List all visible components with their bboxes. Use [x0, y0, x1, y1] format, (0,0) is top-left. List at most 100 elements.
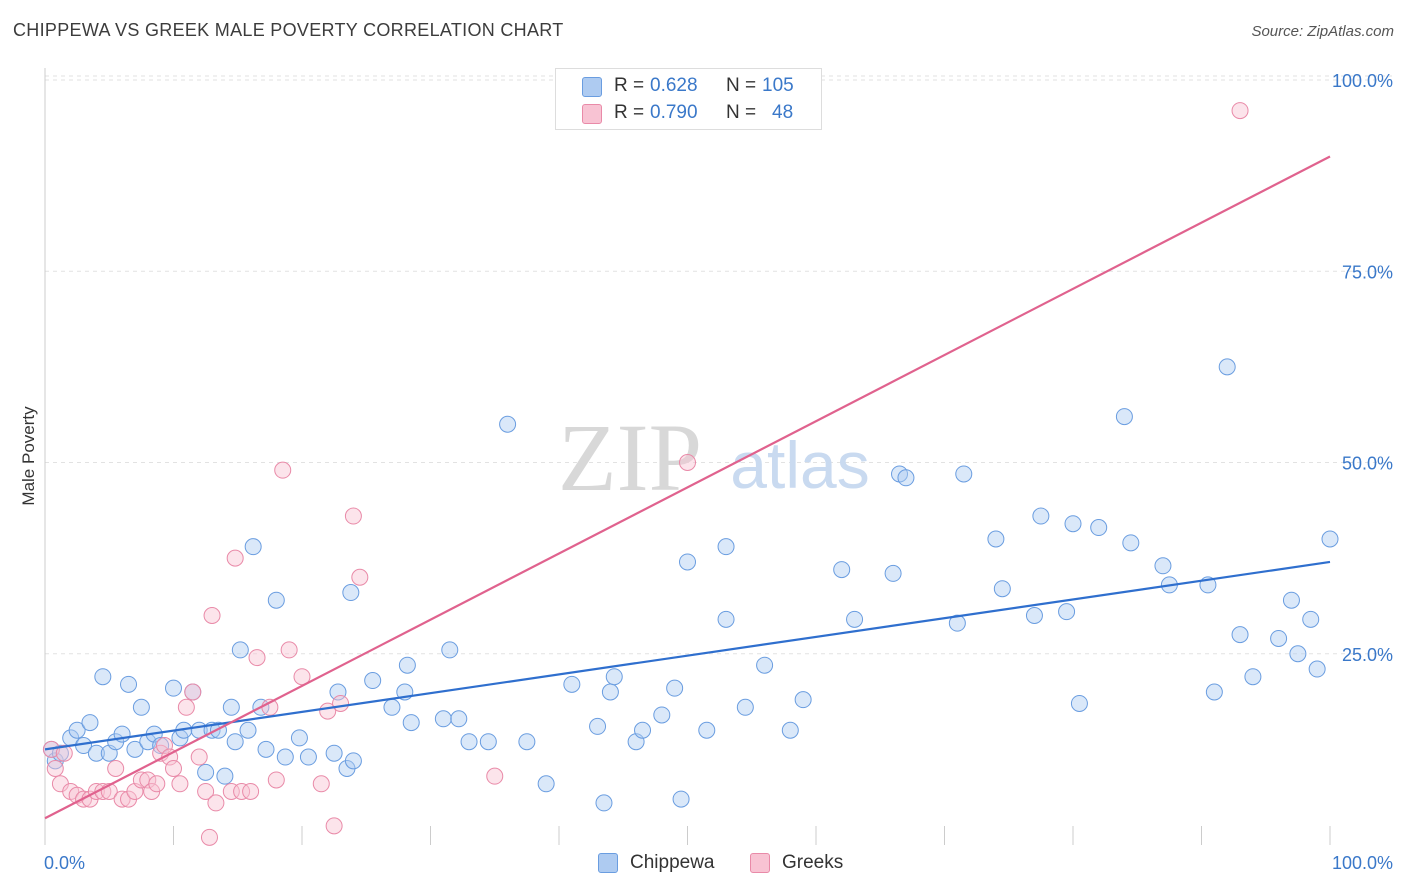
chippewa-point	[948, 614, 966, 632]
greeks-point	[226, 549, 244, 567]
chippewa-point	[276, 748, 294, 766]
watermark-atlas: atlas	[730, 428, 869, 502]
chippewa-point	[1282, 591, 1300, 609]
legend: Chippewa Greeks	[0, 852, 1406, 878]
chippewa-point	[794, 691, 812, 709]
chippewa-point	[383, 698, 401, 716]
stats-legend-box: R = 0.628 N = 105 R = 0.790 N = 48	[555, 68, 822, 130]
chippewa-point	[1231, 626, 1249, 644]
chippewa-point	[653, 706, 671, 724]
watermark-zip: ZIP	[558, 404, 702, 511]
greeks-point	[107, 760, 125, 777]
chippewa-swatch	[582, 77, 602, 97]
chippewa-point	[1321, 530, 1339, 548]
chippewa-point	[563, 675, 581, 693]
chippewa-point	[1058, 603, 1076, 621]
chippewa-point	[402, 714, 420, 732]
x-tick-label: 0.0%	[44, 853, 85, 873]
greeks-point	[139, 771, 157, 789]
greeks-trend-line	[44, 155, 1331, 820]
r-value: 0.790	[650, 102, 698, 123]
chippewa-point	[1154, 557, 1172, 575]
stats-row-chippewa: R = 0.628 N = 105	[556, 75, 821, 99]
greeks-point	[200, 828, 218, 846]
chippewa-point	[165, 679, 182, 697]
chippewa-point	[81, 714, 99, 732]
chippewa-point	[87, 744, 105, 762]
grid-layer	[45, 75, 1392, 655]
chippewa-point	[398, 656, 416, 674]
greeks-point	[248, 649, 266, 667]
greeks-point	[184, 683, 202, 701]
chippewa-point	[1090, 519, 1108, 537]
greeks-point	[113, 790, 131, 808]
chippewa-point	[231, 641, 249, 659]
chippewa-point	[68, 721, 86, 739]
greeks-point	[190, 748, 208, 766]
greeks-legend-swatch	[750, 853, 770, 873]
greeks-point	[233, 782, 251, 800]
chippewa-point	[132, 698, 150, 716]
chippewa-point	[1122, 534, 1140, 552]
chippewa-point	[833, 561, 851, 579]
chippewa-point	[717, 610, 735, 628]
chippewa-point	[897, 469, 915, 487]
chippewa-point	[126, 740, 144, 758]
axes-layer	[44, 68, 1331, 845]
chippewa-point	[736, 698, 754, 716]
x-tick-label: 100.0%	[1332, 853, 1393, 873]
y-tick-label: 25.0%	[1342, 645, 1393, 665]
chippewa-point	[1270, 629, 1288, 647]
chippewa-point	[290, 729, 308, 747]
chippewa-point	[325, 744, 343, 762]
chippewa-point	[1070, 694, 1088, 712]
chippewa-point	[499, 415, 517, 433]
legend-item-greeks[interactable]: Greeks	[750, 852, 843, 874]
chippewa-point	[1302, 610, 1320, 628]
chippewa-point	[634, 721, 652, 739]
trend-layer	[44, 155, 1331, 820]
greeks-point	[197, 782, 215, 800]
greeks-point	[171, 775, 189, 793]
greeks-point	[312, 775, 330, 793]
chippewa-point	[1244, 668, 1262, 686]
greeks-point	[351, 568, 369, 586]
chart-title: CHIPPEWA VS GREEK MALE POVERTY CORRELATI…	[13, 20, 564, 40]
chippewa-point	[993, 580, 1011, 598]
chippewa-point	[120, 675, 138, 693]
stats-row-greeks: R = 0.790 N = 48	[556, 102, 821, 126]
chippewa-point	[226, 733, 244, 751]
chippewa-point	[717, 538, 735, 556]
greeks-point	[1231, 102, 1249, 120]
chippewa-point	[679, 553, 696, 571]
greeks-swatch	[582, 104, 602, 124]
greeks-point	[207, 794, 225, 812]
chippewa-point	[257, 740, 275, 758]
chippewa-point	[1308, 660, 1326, 678]
greeks-point	[222, 782, 240, 800]
chippewa-point	[781, 721, 799, 739]
chippewa-point	[344, 752, 362, 770]
greeks-point	[679, 454, 696, 471]
n-label: N =	[726, 102, 757, 123]
chippewa-point	[434, 710, 452, 728]
n-value: 48	[772, 102, 794, 123]
legend-item-chippewa[interactable]: Chippewa	[598, 852, 715, 874]
greeks-point	[274, 461, 292, 479]
r-label: R =	[614, 75, 645, 96]
y-tick-label: 100.0%	[1332, 71, 1393, 91]
points-layer	[42, 102, 1339, 846]
chippewa-point	[1205, 683, 1223, 701]
chippewa-point	[216, 767, 234, 785]
chart-source: Source: ZipAtlas.com	[1251, 23, 1394, 40]
chippewa-point	[299, 748, 317, 766]
greeks-point	[148, 775, 166, 793]
chippewa-point	[51, 744, 69, 762]
chippewa-point	[1025, 607, 1043, 624]
chippewa-trend-line	[44, 560, 1331, 751]
r-value: 0.628	[650, 75, 698, 96]
y-tick-label: 75.0%	[1342, 262, 1393, 282]
chippewa-point	[589, 717, 607, 735]
chippewa-point	[479, 733, 497, 751]
